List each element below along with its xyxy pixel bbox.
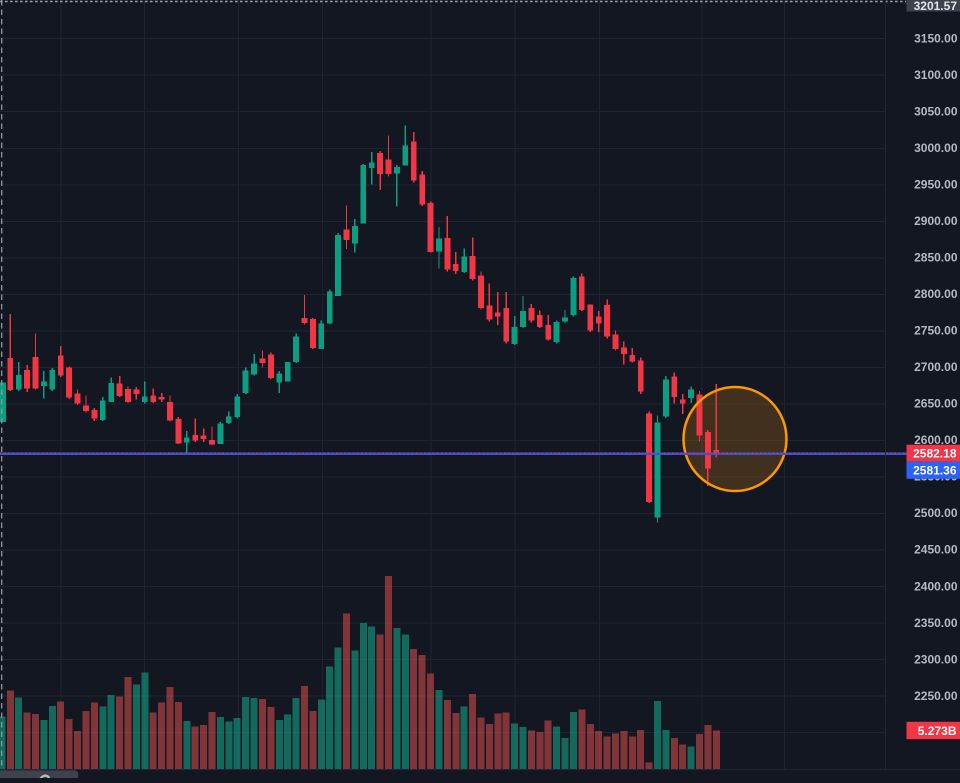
svg-text:2900.00: 2900.00 [914,214,958,228]
svg-text:2500.00: 2500.00 [914,506,958,520]
svg-text:2582.18: 2582.18 [913,447,957,461]
svg-text:2581.36: 2581.36 [913,464,957,478]
svg-text:3000.00: 3000.00 [914,141,958,155]
svg-text:2650.00: 2650.00 [914,397,958,411]
svg-text:3201.57: 3201.57 [914,0,958,13]
svg-text:2850.00: 2850.00 [914,251,958,265]
svg-text:2750.00: 2750.00 [914,324,958,338]
svg-text:2450.00: 2450.00 [914,543,958,557]
svg-text:3100.00: 3100.00 [914,68,958,82]
svg-text:2400.00: 2400.00 [914,579,958,593]
svg-text:2950.00: 2950.00 [914,178,958,192]
svg-text:2350.00: 2350.00 [914,616,958,630]
svg-text:5.273B: 5.273B [918,724,957,738]
svg-text:2800.00: 2800.00 [914,287,958,301]
svg-text:2300.00: 2300.00 [914,652,958,666]
svg-text:3150.00: 3150.00 [914,32,958,46]
svg-text:3050.00: 3050.00 [914,105,958,119]
svg-text:2250.00: 2250.00 [914,689,958,703]
svg-text:2700.00: 2700.00 [914,360,958,374]
